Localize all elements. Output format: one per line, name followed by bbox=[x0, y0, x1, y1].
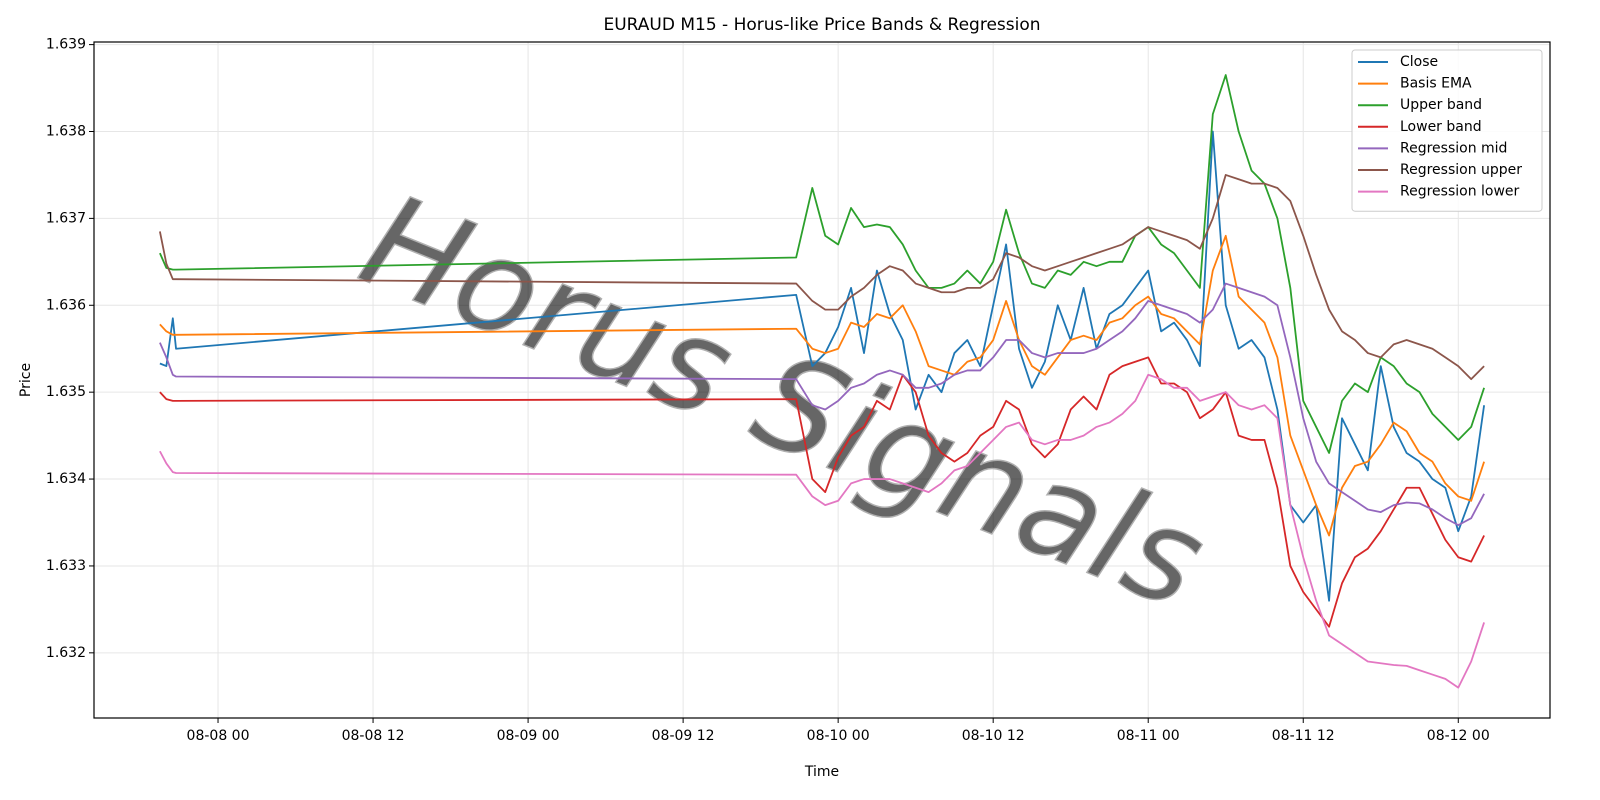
x-tick-label: 08-12 00 bbox=[1427, 728, 1490, 744]
y-tick-label: 1.635 bbox=[46, 384, 86, 400]
legend-label: Basis EMA bbox=[1400, 76, 1472, 92]
series-line bbox=[159, 130, 1486, 602]
y-tick-label: 1.638 bbox=[46, 123, 86, 139]
chart-title: EURAUD M15 - Horus-like Price Bands & Re… bbox=[603, 15, 1040, 35]
y-axis-label: Price bbox=[18, 363, 34, 397]
legend: Close Basis EMA Upper band Lower band Regres… bbox=[1351, 49, 1543, 212]
axes: 08-08 00 08-08 12 08-09 00 08-09 12 08-10 00… bbox=[46, 37, 1490, 744]
y-tick-label: 1.632 bbox=[46, 645, 86, 661]
legend-label: Regression upper bbox=[1400, 162, 1522, 178]
series-line bbox=[159, 373, 1485, 689]
y-tick-label: 1.637 bbox=[46, 210, 86, 226]
legend-label: Regression lower bbox=[1400, 184, 1520, 200]
y-tick-label: 1.639 bbox=[46, 37, 86, 53]
x-tick-label: 08-08 00 bbox=[187, 728, 250, 744]
y-tick-label: 1.636 bbox=[46, 297, 86, 313]
legend-label: Regression mid bbox=[1400, 140, 1507, 156]
series-line bbox=[159, 356, 1485, 628]
series-line bbox=[159, 234, 1485, 537]
lines bbox=[159, 74, 1486, 689]
series-line bbox=[159, 174, 1485, 381]
y-tick-label: 1.634 bbox=[46, 471, 86, 487]
series-line bbox=[159, 282, 1485, 527]
legend-label: Close bbox=[1400, 54, 1438, 70]
legend-label: Upper band bbox=[1400, 97, 1482, 113]
legend-box bbox=[1351, 49, 1543, 212]
x-tick-label: 08-11 12 bbox=[1272, 728, 1335, 744]
series-line bbox=[159, 74, 1485, 454]
x-tick-label: 08-08 12 bbox=[342, 728, 405, 744]
x-tick-label: 08-11 00 bbox=[1117, 728, 1180, 744]
x-tick-label: 08-10 12 bbox=[962, 728, 1025, 744]
x-tick-label: 08-09 00 bbox=[497, 728, 560, 744]
x-tick-label: 08-09 12 bbox=[652, 728, 715, 744]
x-tick-label: 08-10 00 bbox=[807, 728, 870, 744]
plot-frame bbox=[93, 41, 1551, 719]
y-tick-label: 1.633 bbox=[46, 558, 86, 574]
legend-label: Lower band bbox=[1400, 119, 1482, 135]
x-axis-label: Time bbox=[804, 764, 839, 780]
